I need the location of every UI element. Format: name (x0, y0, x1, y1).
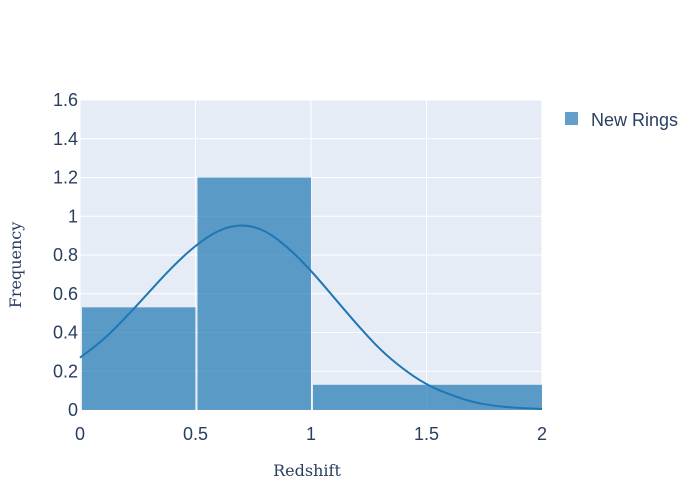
histogram-bars[interactable] (82, 177, 542, 411)
y-tick-label: 0.6 (53, 284, 78, 304)
y-tick-label: 0.8 (53, 245, 78, 265)
histogram-bar[interactable] (197, 177, 312, 411)
y-axis-title: Frequency (6, 222, 25, 309)
y-tick-label: 0.4 (53, 323, 78, 343)
x-tick-label: 1 (306, 424, 316, 444)
legend-swatch (565, 112, 578, 125)
legend-label: New Rings (591, 110, 678, 130)
y-tick-label: 1.4 (53, 129, 78, 149)
x-tick-label: 1.5 (414, 424, 439, 444)
y-tick-label: 1.6 (53, 90, 78, 110)
y-tick-labels: 0 0.2 0.4 0.6 0.8 1 1.2 1.4 1.6 (53, 90, 78, 420)
y-tick-label: 0 (68, 400, 78, 420)
y-tick-label: 1 (68, 206, 78, 226)
x-axis-title: Redshift (273, 461, 341, 480)
y-tick-label: 0.2 (53, 361, 78, 381)
y-tick-label: 1.2 (53, 168, 78, 188)
x-tick-label: 0 (75, 424, 85, 444)
x-tick-label: 0.5 (183, 424, 208, 444)
legend[interactable]: New Rings (565, 110, 678, 130)
histogram-bar[interactable] (82, 307, 196, 410)
x-tick-label: 2 (537, 424, 547, 444)
x-tick-labels: 0 0.5 1 1.5 2 (75, 424, 547, 444)
density-curve[interactable] (79, 224, 543, 411)
